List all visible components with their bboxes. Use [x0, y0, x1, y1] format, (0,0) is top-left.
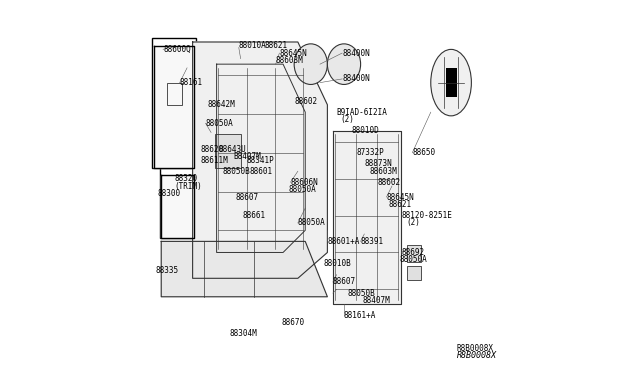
Text: 88600Q: 88600Q	[163, 45, 191, 54]
Text: B9IAD-6I2IA: B9IAD-6I2IA	[337, 108, 387, 117]
Text: 87332P: 87332P	[357, 148, 385, 157]
Text: R8B0008X: R8B0008X	[456, 344, 493, 353]
Text: 88050A: 88050A	[399, 255, 427, 264]
Text: (TRIM): (TRIM)	[174, 182, 202, 190]
Text: 88602: 88602	[377, 178, 401, 187]
Text: 88611M: 88611M	[200, 155, 228, 165]
Text: 88645N: 88645N	[387, 193, 414, 202]
Text: 88161+A: 88161+A	[344, 311, 376, 320]
Text: 88050B: 88050B	[222, 167, 250, 176]
Text: 88400N: 88400N	[342, 49, 370, 58]
Ellipse shape	[328, 44, 360, 84]
Text: 88304M: 88304M	[230, 329, 257, 338]
Text: 88400N: 88400N	[342, 74, 370, 83]
Bar	[407, 266, 420, 280]
Text: 88050A: 88050A	[205, 119, 234, 128]
Text: 88621: 88621	[388, 200, 412, 209]
Text: 88010A: 88010A	[239, 41, 266, 50]
Polygon shape	[193, 42, 328, 278]
Bar	[152, 38, 196, 167]
Text: 88010B: 88010B	[324, 259, 351, 268]
Text: 88603M: 88603M	[370, 167, 397, 176]
Text: B8407M: B8407M	[233, 152, 261, 161]
Text: 88607: 88607	[333, 278, 356, 286]
Bar	[161, 164, 196, 238]
Polygon shape	[154, 46, 195, 167]
Text: 88642M: 88642M	[207, 100, 235, 109]
Polygon shape	[161, 175, 195, 238]
Text: 88050A: 88050A	[298, 218, 326, 227]
Text: 88335: 88335	[156, 266, 179, 275]
Text: 88645N: 88645N	[280, 49, 307, 58]
Text: 88602: 88602	[294, 97, 317, 106]
Text: 88120-8251E: 88120-8251E	[401, 211, 452, 220]
Bar	[445, 68, 456, 97]
Text: 88650: 88650	[412, 148, 435, 157]
Text: R8B0008X: R8B0008X	[457, 350, 497, 359]
Text: 88643U: 88643U	[218, 145, 246, 154]
Text: 88606N: 88606N	[291, 178, 318, 187]
Text: 88407M: 88407M	[362, 296, 390, 305]
Text: 88161: 88161	[180, 78, 203, 87]
Text: 88601: 88601	[250, 167, 273, 176]
Text: (2): (2)	[407, 218, 420, 227]
Text: 88603M: 88603M	[276, 56, 303, 65]
Polygon shape	[161, 241, 328, 297]
Text: 88601+A: 88601+A	[328, 237, 360, 246]
Text: 88391: 88391	[360, 237, 384, 246]
Ellipse shape	[294, 44, 328, 84]
Text: 88661: 88661	[243, 211, 266, 220]
Text: 88341P: 88341P	[246, 155, 274, 165]
Text: 88050A: 88050A	[289, 185, 316, 194]
Text: 88300: 88300	[157, 189, 180, 198]
Text: 88010D: 88010D	[351, 126, 379, 135]
Text: 88873N: 88873N	[364, 159, 392, 169]
Text: 88670: 88670	[281, 318, 305, 327]
Bar	[167, 83, 182, 105]
Ellipse shape	[431, 49, 472, 116]
Polygon shape	[333, 131, 401, 304]
Bar	[215, 134, 241, 167]
Text: (2): (2)	[340, 115, 354, 124]
Text: 88621: 88621	[264, 41, 288, 50]
Text: 88320: 88320	[174, 174, 197, 183]
Bar	[407, 245, 420, 262]
Text: 88620: 88620	[200, 145, 223, 154]
Text: 88692: 88692	[401, 248, 424, 257]
Text: 88050B: 88050B	[348, 289, 376, 298]
Text: 88607: 88607	[235, 193, 258, 202]
